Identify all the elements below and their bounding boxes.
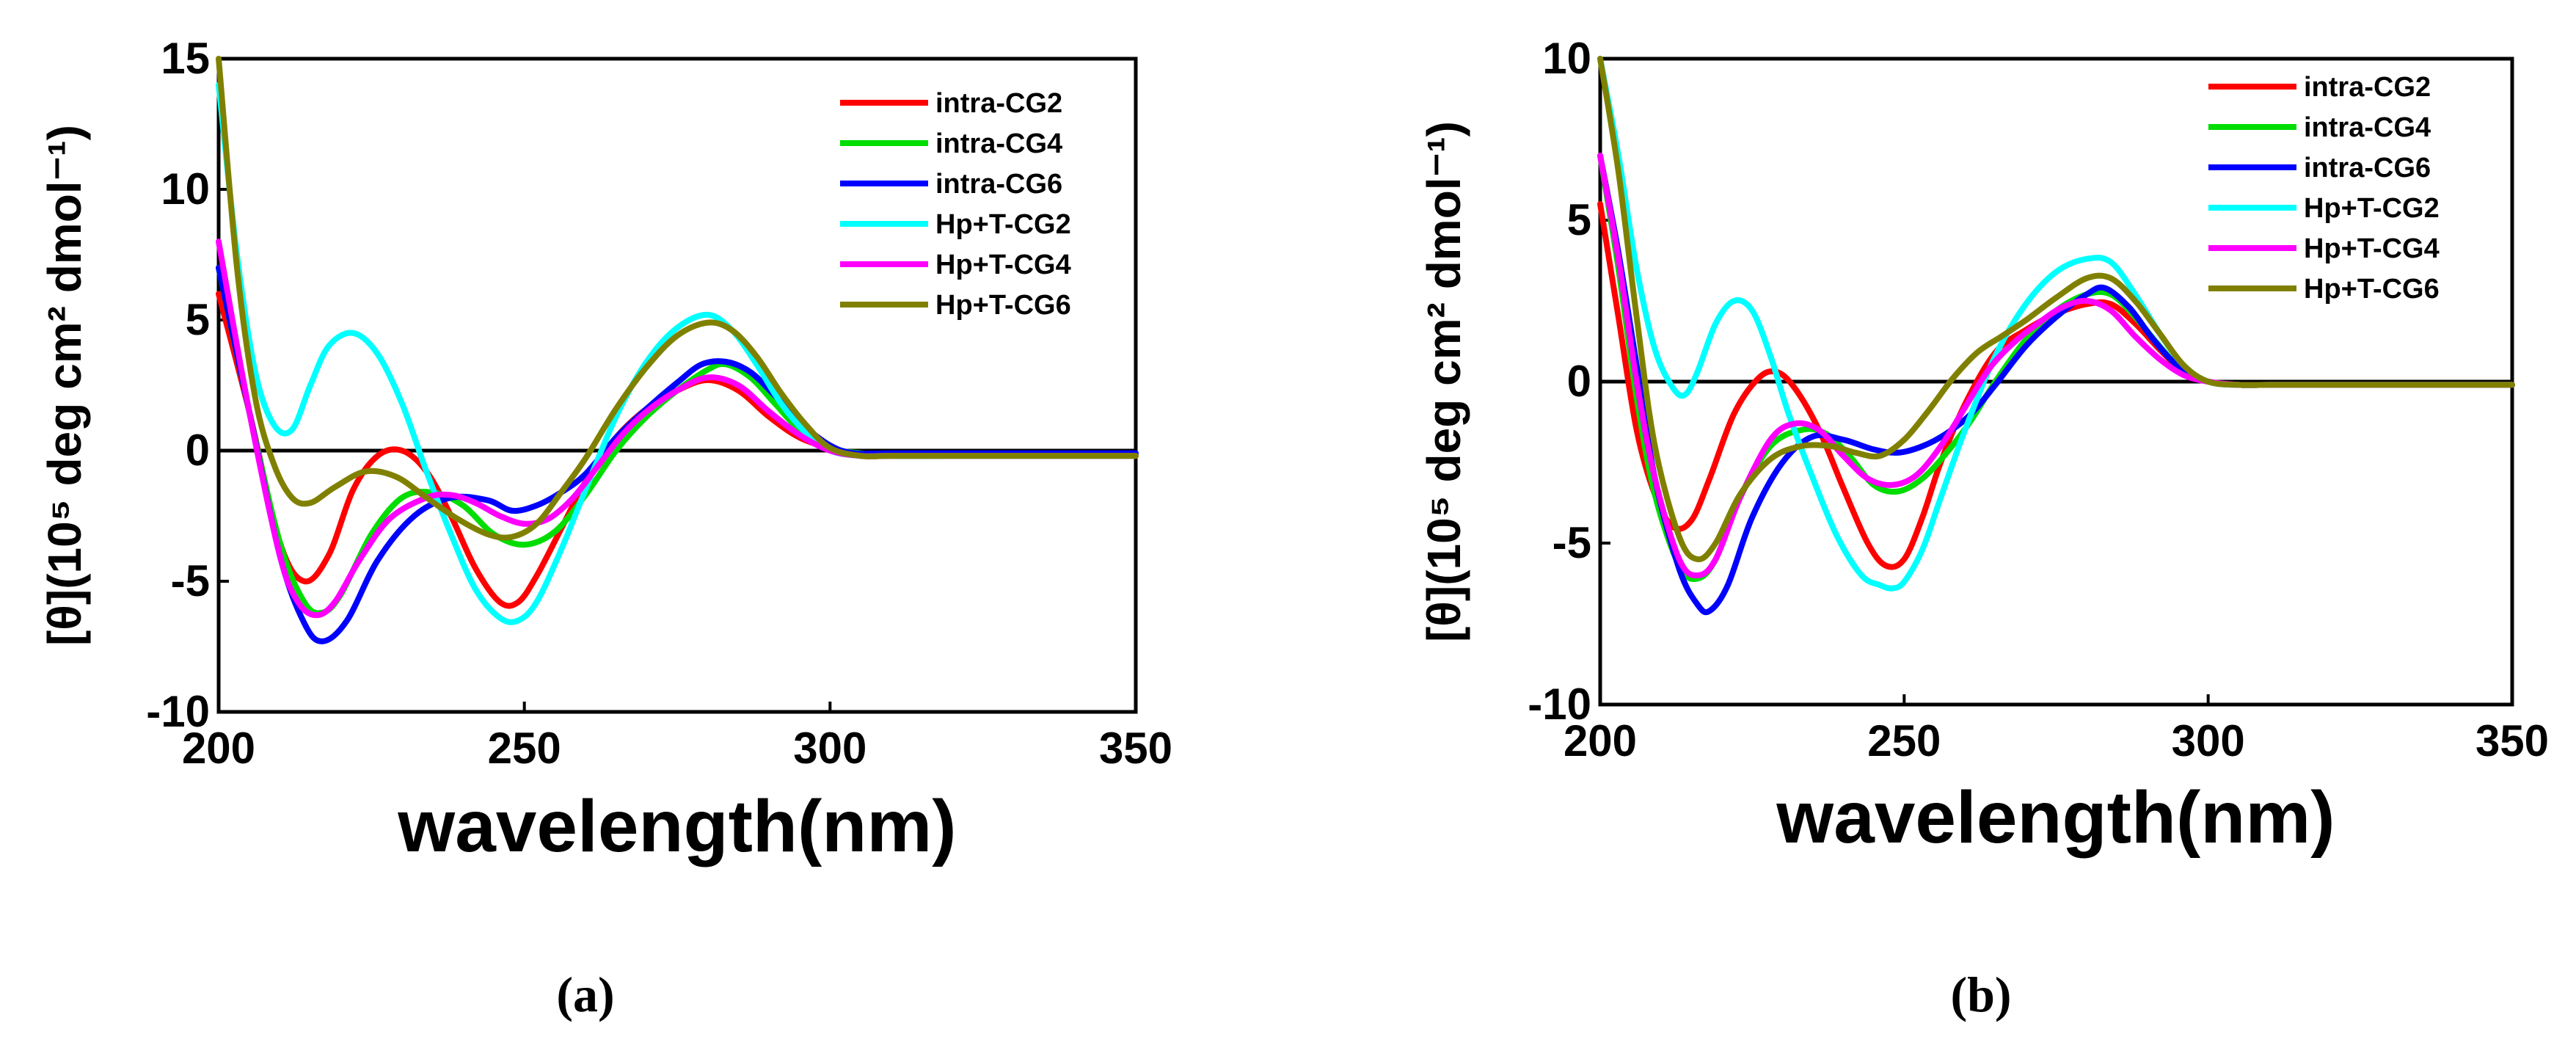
y-tick-label: 5 (1567, 195, 1591, 244)
legend-a: intra-CG2 intra-CG4 intra-CG6 Hp+T-CG2 Hp+T-… (840, 88, 1071, 321)
y-tick-label: 0 (186, 426, 210, 475)
y-tick-label: -10 (1528, 680, 1591, 729)
legend-label: Hp+T-CG2 (2304, 193, 2440, 224)
x-ticks-a: 200 250 300 350 (182, 702, 1172, 773)
x-tick-label: 200 (1564, 716, 1637, 765)
legend-label: Hp+T-CG6 (935, 290, 1071, 321)
panel-label-b: (b) (1950, 967, 2011, 1022)
legend-label: intra-CG2 (2304, 72, 2431, 103)
series-group-a (216, 56, 1139, 644)
series-line-hp-t-cg6 (1597, 56, 2515, 563)
y-tick-label: -5 (1552, 518, 1591, 567)
x-ticks-b: 200 250 300 350 (1564, 694, 2549, 765)
y-ticks-b: -10 -5 0 5 10 (1528, 34, 1610, 729)
y-tick-label: 5 (186, 295, 210, 344)
y-tick-label: 10 (161, 164, 210, 214)
plot-frame-a (216, 57, 1138, 714)
legend-b: intra-CG2 intra-CG4 intra-CG6 Hp+T-CG2 Hp+T-… (2208, 72, 2440, 305)
x-tick-label: 350 (1099, 724, 1172, 773)
y-tick-label: -10 (146, 687, 210, 736)
legend-label: intra-CG2 (935, 88, 1062, 119)
y-tick-label: 10 (1542, 34, 1591, 83)
x-tick-label: 200 (182, 724, 255, 773)
legend-label: Hp+T-CG2 (935, 209, 1071, 240)
panel-label-a: (a) (556, 967, 614, 1022)
y-axis-label-a: [θ](10⁵ deg cm² dmol⁻¹) (38, 125, 91, 646)
x-axis-label-b: wavelength(nm) (1776, 776, 2335, 859)
x-axis-label-a: wavelength(nm) (397, 785, 956, 867)
y-ticks-a: -10 -5 0 5 10 15 (146, 34, 229, 736)
x-tick-label: 300 (2172, 716, 2245, 765)
x-tick-label: 250 (488, 724, 561, 773)
legend-label: intra-CG4 (2304, 112, 2431, 143)
legend-label: Hp+T-CG4 (935, 250, 1071, 280)
legend-label: intra-CG6 (2304, 153, 2431, 183)
legend-label: intra-CG6 (935, 169, 1062, 200)
y-tick-label: -5 (171, 556, 210, 605)
x-tick-label: 300 (793, 724, 866, 773)
y-axis-label-b: [θ](10⁵ deg cm² dmol⁻¹) (1417, 121, 1470, 642)
series-line-hp-t-cg2 (216, 81, 1139, 625)
x-tick-label: 350 (2475, 716, 2549, 765)
legend-label: intra-CG4 (935, 128, 1062, 159)
series-group-b (1597, 56, 2515, 616)
y-tick-label: 0 (1567, 357, 1591, 406)
series-line-hp-t-cg6 (216, 56, 1139, 541)
x-tick-label: 250 (1867, 716, 1941, 765)
legend-label: Hp+T-CG4 (2304, 233, 2440, 264)
y-tick-label: 15 (161, 34, 210, 83)
legend-label: Hp+T-CG6 (2304, 274, 2440, 305)
